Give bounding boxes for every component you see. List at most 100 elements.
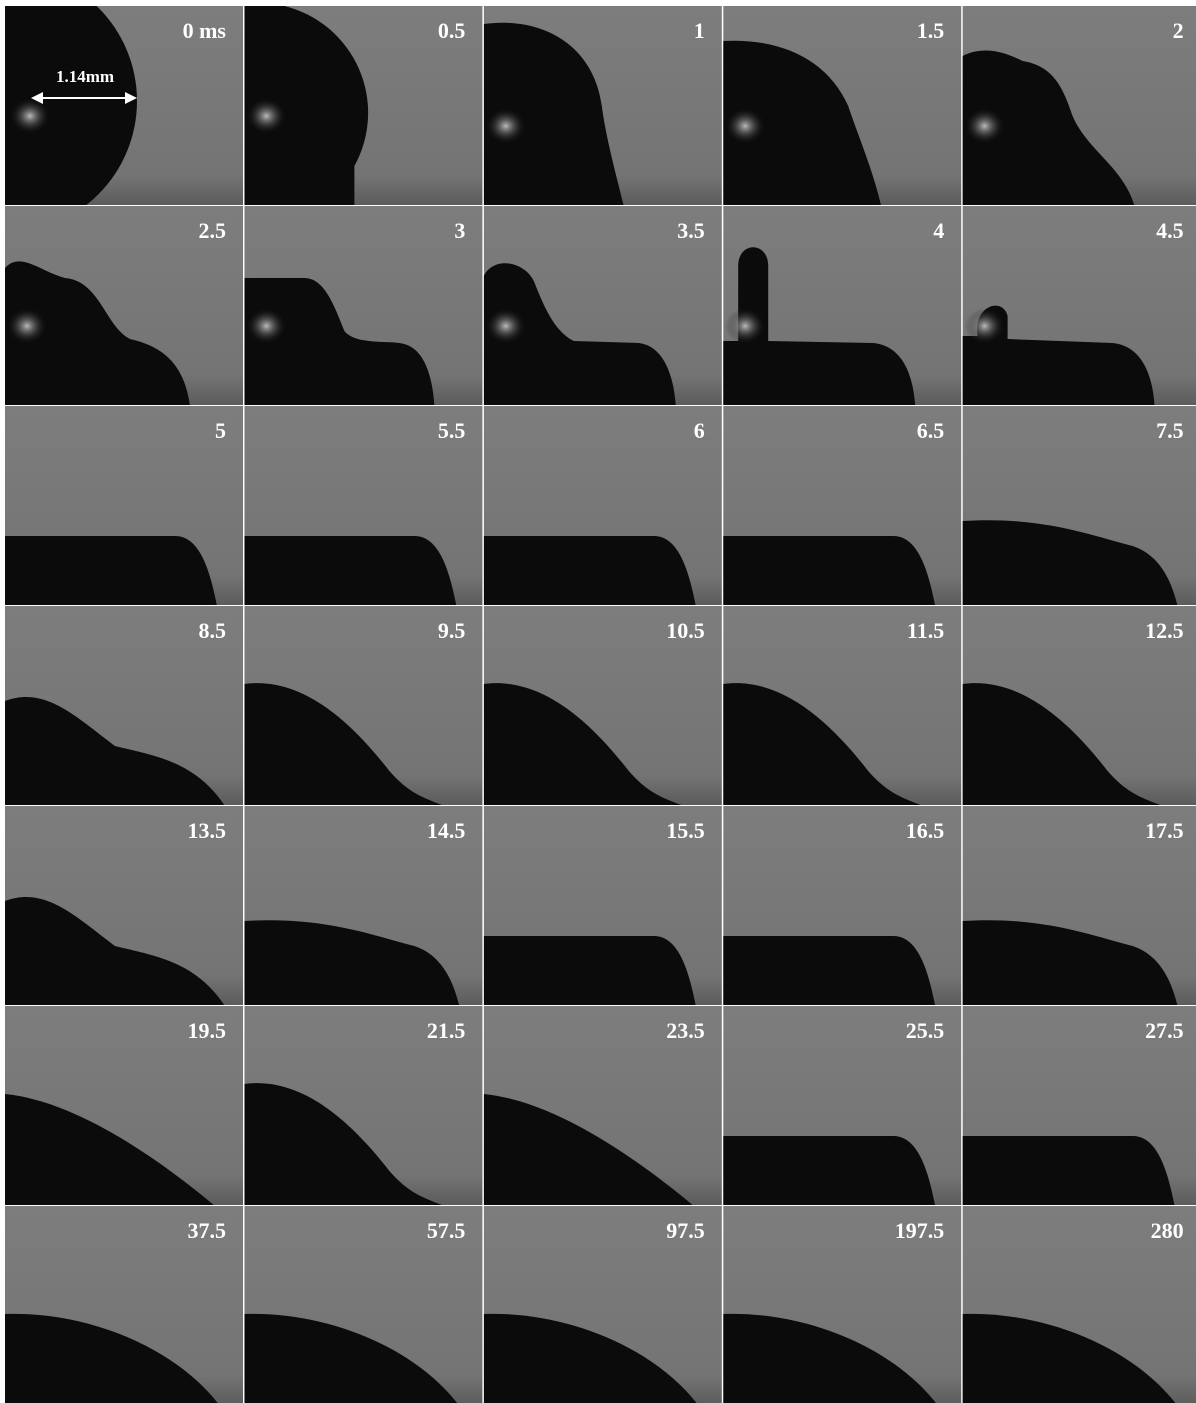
droplet [244, 6, 369, 205]
droplet [962, 305, 1155, 405]
time-label: 5 [215, 418, 226, 443]
photo-panel: 10.5 [483, 606, 722, 805]
photo-panel: 2.5 [5, 206, 243, 405]
panel-content [723, 6, 962, 205]
photo-panel: 0 ms 1.14mm [5, 6, 243, 205]
panel-content [244, 206, 483, 405]
droplet [483, 22, 624, 205]
time-label: 1 [694, 18, 705, 43]
droplet [5, 261, 190, 405]
panel-content [962, 206, 1196, 405]
time-label: 6.5 [917, 418, 945, 443]
photo-panel: 0.5 [244, 6, 483, 205]
photo-panel: 4.5 [962, 206, 1196, 405]
time-label: 13.5 [188, 818, 227, 843]
reflection [725, 108, 766, 144]
droplet [723, 1313, 936, 1403]
photo-panel: 7.5 [962, 406, 1196, 605]
time-label: 197.5 [895, 1218, 945, 1243]
panel-content [5, 1006, 243, 1205]
photo-panel: 25.5 [723, 1006, 962, 1205]
photo-panel: 2 [962, 6, 1196, 205]
droplet [962, 683, 1161, 805]
time-label: 2.5 [199, 218, 227, 243]
photo-panel: 27.5 [962, 1006, 1196, 1205]
panel-content [483, 6, 722, 205]
time-label: 25.5 [906, 1018, 945, 1043]
time-label: 0 ms [183, 18, 227, 43]
droplet [723, 247, 916, 405]
droplet [483, 1094, 693, 1205]
photo-panel: 5.5 [244, 406, 483, 605]
time-label: 4.5 [1156, 218, 1184, 243]
time-label: 8.5 [199, 618, 227, 643]
panel-content [244, 1206, 483, 1403]
panel-content [244, 6, 483, 205]
panel-content [723, 406, 962, 605]
time-label: 14.5 [427, 818, 466, 843]
droplet [5, 1313, 218, 1403]
photo-panel: 17.5 [962, 806, 1196, 1005]
reflection [485, 308, 526, 344]
panel-content [5, 406, 243, 605]
photo-panel: 8.5 [5, 606, 243, 805]
time-label: 7.5 [1156, 418, 1184, 443]
panel-content [5, 1206, 243, 1403]
photo-panel: 197.5 [723, 1206, 962, 1403]
droplet [244, 278, 435, 405]
droplet [962, 50, 1135, 205]
panel-content [483, 1206, 722, 1403]
panel-content [244, 806, 483, 1005]
photo-panel: 1 [483, 6, 722, 205]
panel-content [244, 1006, 483, 1205]
time-label: 3.5 [677, 218, 705, 243]
time-label: 27.5 [1145, 1018, 1184, 1043]
time-label: 23.5 [666, 1018, 705, 1043]
droplet [5, 1094, 214, 1205]
time-label: 16.5 [906, 818, 945, 843]
time-label: 6 [694, 418, 705, 443]
time-label: 11.5 [907, 618, 944, 643]
droplet [483, 683, 682, 805]
droplet [244, 1083, 442, 1205]
panel-content [962, 806, 1196, 1005]
time-label: 15.5 [666, 818, 705, 843]
droplet [244, 536, 457, 605]
droplet [962, 1313, 1176, 1403]
panel-content [483, 1006, 722, 1205]
panel-content [723, 806, 962, 1005]
panel-content [5, 6, 243, 205]
time-label: 12.5 [1145, 618, 1184, 643]
time-label: 280 [1151, 1218, 1184, 1243]
time-label: 21.5 [427, 1018, 466, 1043]
panel-content [962, 1206, 1196, 1403]
reflection [246, 98, 287, 134]
photo-panel: 1.5 [723, 6, 962, 205]
panel-content [962, 406, 1196, 605]
photo-panel: 4 [723, 206, 962, 405]
photo-panel: 11.5 [723, 606, 962, 805]
droplet [5, 536, 217, 605]
panel-content [723, 1206, 962, 1403]
panel-content [5, 606, 243, 805]
photo-panel: 19.5 [5, 1006, 243, 1205]
panel-content [483, 406, 722, 605]
droplet [244, 683, 442, 805]
photo-panel: 12.5 [962, 606, 1196, 805]
droplet [483, 1313, 697, 1403]
droplet [5, 697, 225, 805]
panel-content [723, 606, 962, 805]
droplet [483, 536, 696, 605]
panel-content [5, 206, 243, 405]
photo-panel: 6.5 [723, 406, 962, 605]
photo-panel: 9.5 [244, 606, 483, 805]
photo-panel: 97.5 [483, 1206, 722, 1403]
panel-content [483, 206, 722, 405]
time-label: 5.5 [438, 418, 466, 443]
panel-content [723, 1006, 962, 1205]
droplet [244, 920, 460, 1005]
panel-content [244, 606, 483, 805]
time-label: 9.5 [438, 618, 466, 643]
droplet [244, 1313, 457, 1403]
